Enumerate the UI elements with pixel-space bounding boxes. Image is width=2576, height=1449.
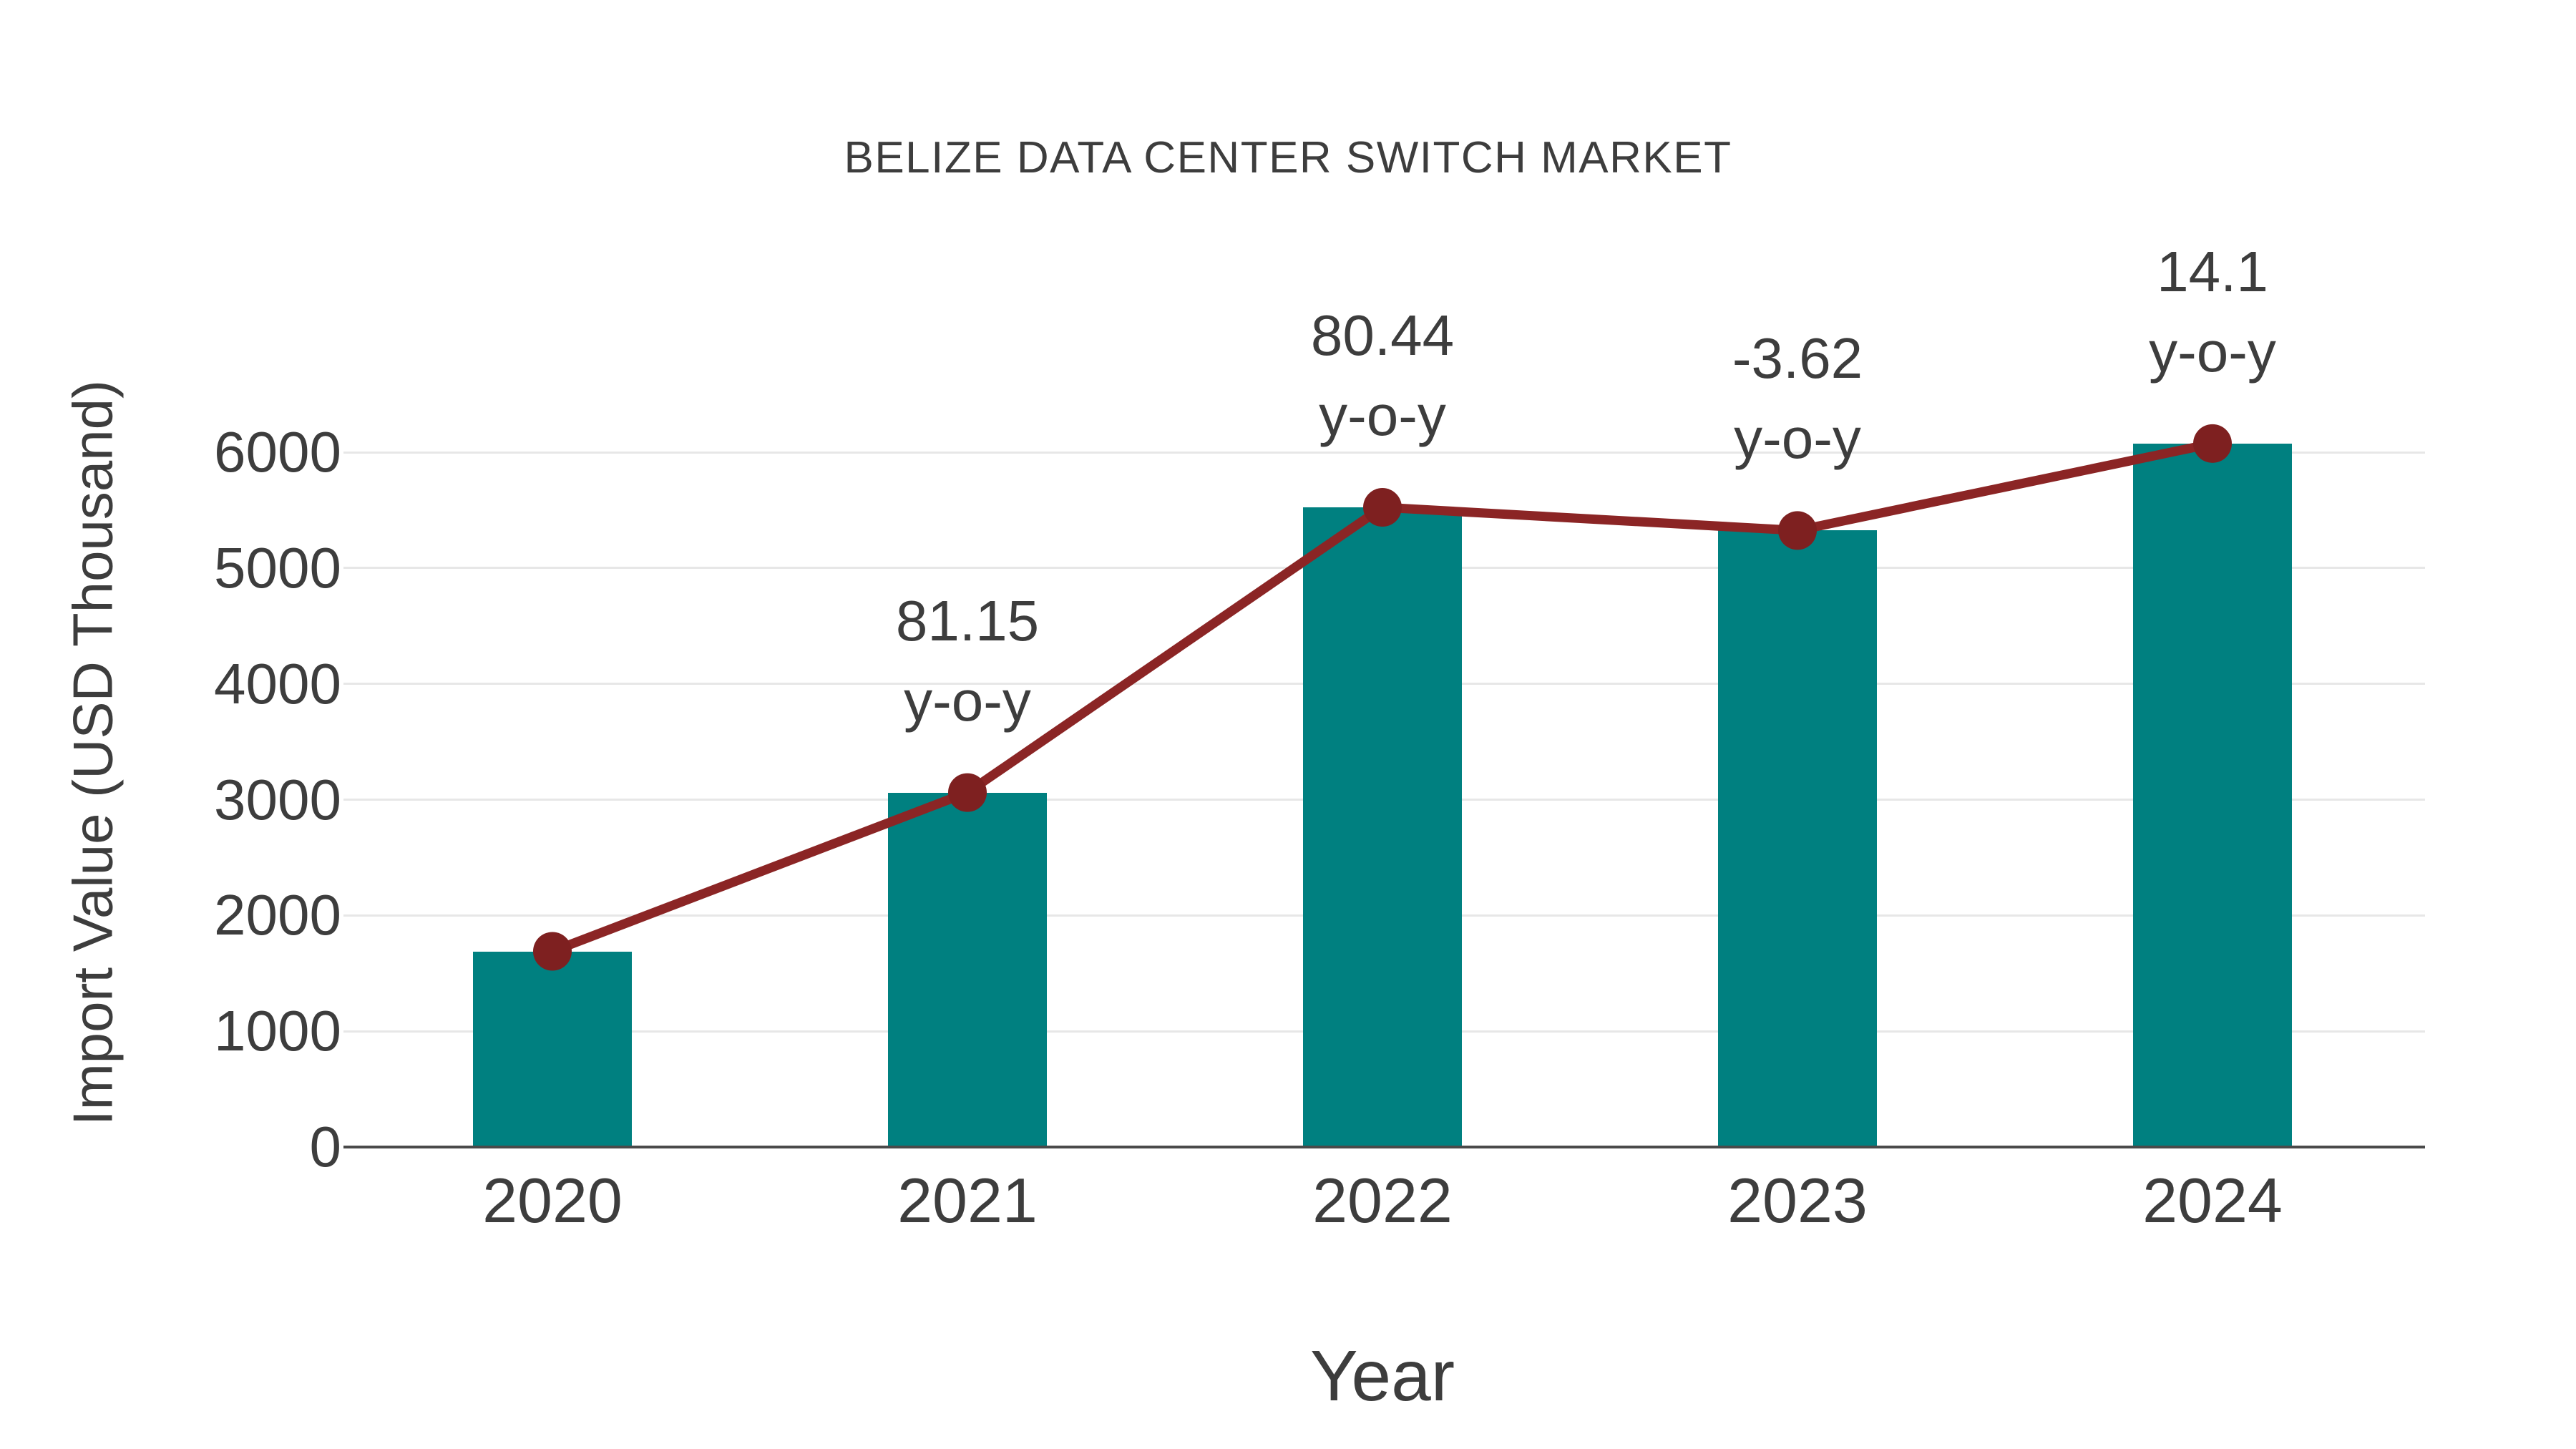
gridline-6000 — [343, 451, 2425, 454]
bar-2021[interactable] — [888, 792, 1047, 1148]
line-marker-2021[interactable] — [948, 773, 987, 812]
bar-2024[interactable] — [2133, 443, 2292, 1148]
y-tick-label-3000: 3000 — [214, 767, 341, 831]
yoy-annotation-2021: 81.15 y-o-y — [781, 581, 1153, 741]
yoy-annotation-suffix: y-o-y — [1734, 406, 1861, 471]
x-axis-title: Year — [1309, 1336, 1455, 1416]
y-tick-label-6000: 6000 — [214, 420, 341, 484]
line-marker-2023[interactable] — [1778, 511, 1817, 550]
y-tick-label-1000: 1000 — [214, 999, 341, 1063]
y-tick-label-2000: 2000 — [214, 883, 341, 947]
x-tick-label-2022: 2022 — [1312, 1165, 1453, 1236]
chart-title: BELIZE DATA CENTER SWITCH MARKET — [844, 133, 1732, 182]
yoy-annotation-suffix: y-o-y — [1319, 384, 1446, 448]
yoy-annotation-suffix: y-o-y — [904, 668, 1031, 733]
line-marker-2022[interactable] — [1363, 488, 1402, 527]
x-tick-label-2020: 2020 — [482, 1165, 623, 1236]
yoy-annotation-value: 14.1 — [2157, 239, 2268, 303]
x-tick-label-2021: 2021 — [897, 1165, 1038, 1236]
bar-2023[interactable] — [1718, 530, 1877, 1148]
bar-2022[interactable] — [1303, 507, 1462, 1148]
yoy-annotation-value: 81.15 — [895, 588, 1040, 653]
y-tick-label-5000: 5000 — [214, 535, 341, 600]
x-axis-line — [343, 1146, 2425, 1148]
yoy-annotation-2023: -3.62 y-o-y — [1611, 318, 1984, 479]
yoy-annotation-2022: 80.44 y-o-y — [1196, 296, 1568, 456]
line-marker-2020[interactable] — [533, 932, 572, 971]
line-marker-2024[interactable] — [2193, 424, 2232, 463]
yoy-annotation-value: -3.62 — [1732, 326, 1863, 391]
yoy-annotation-value: 80.44 — [1310, 303, 1455, 368]
yoy-annotation-2024: 14.1 y-o-y — [2026, 232, 2399, 392]
y-tick-label-4000: 4000 — [214, 651, 341, 716]
x-tick-label-2024: 2024 — [2142, 1165, 2283, 1236]
y-tick-label-0: 0 — [309, 1115, 342, 1179]
yoy-annotation-suffix: y-o-y — [2149, 319, 2276, 384]
x-tick-label-2023: 2023 — [1727, 1165, 1868, 1236]
bar-2020[interactable] — [473, 951, 632, 1148]
